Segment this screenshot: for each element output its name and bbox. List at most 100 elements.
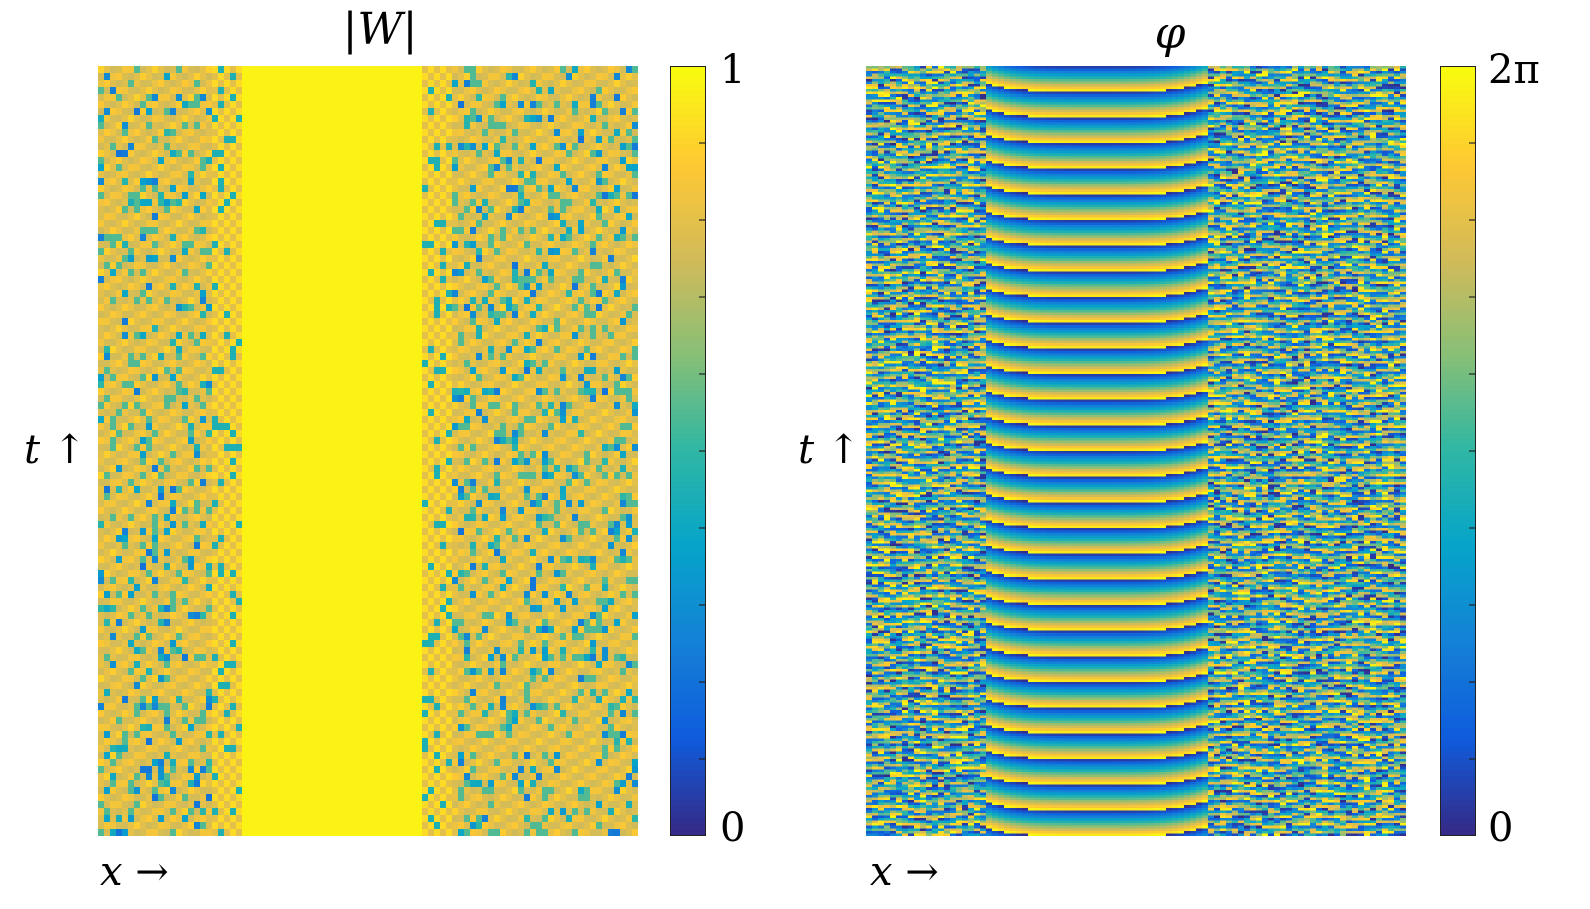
heatmap-cell xyxy=(182,374,189,382)
heatmap-cell xyxy=(488,332,495,340)
heatmap-cell xyxy=(320,262,327,270)
heatmap-cell xyxy=(620,269,627,277)
heatmap-cell xyxy=(404,157,411,165)
heatmap-cell xyxy=(362,423,369,431)
heatmap-cell xyxy=(416,444,423,452)
heatmap-cell xyxy=(344,269,351,277)
heatmap-cell xyxy=(566,73,573,81)
heatmap-cell xyxy=(302,395,309,403)
heatmap-cell xyxy=(404,444,411,452)
heatmap-cell xyxy=(344,332,351,340)
heatmap-cell xyxy=(182,402,189,410)
heatmap-cell xyxy=(278,262,285,270)
heatmap-cell xyxy=(548,262,555,270)
heatmap-cell xyxy=(146,122,153,130)
heatmap-cell xyxy=(446,87,453,95)
heatmap-cell xyxy=(302,248,309,256)
heatmap-cell xyxy=(614,227,621,235)
heatmap-cell xyxy=(398,220,405,228)
heatmap-cell xyxy=(368,451,375,459)
heatmap-cell xyxy=(440,402,447,410)
heatmap-cell xyxy=(434,353,441,361)
heatmap-cell xyxy=(320,94,327,102)
heatmap-cell xyxy=(536,290,543,298)
heatmap-cell xyxy=(284,115,291,123)
heatmap-cell xyxy=(506,276,513,284)
heatmap-cell xyxy=(158,353,165,361)
heatmap-cell xyxy=(590,164,597,172)
heatmap-cell xyxy=(554,409,561,417)
heatmap-cell xyxy=(314,185,321,193)
heatmap-cell xyxy=(620,423,627,431)
heatmap-cell xyxy=(350,66,357,74)
heatmap-cell xyxy=(272,87,279,95)
heatmap-cell xyxy=(548,332,555,340)
heatmap-cell xyxy=(548,150,555,158)
heatmap-cell xyxy=(362,332,369,340)
heatmap-cell xyxy=(512,136,519,144)
heatmap-cell xyxy=(146,129,153,137)
heatmap-cell xyxy=(182,234,189,242)
heatmap-cell xyxy=(542,101,549,109)
heatmap-cell xyxy=(584,437,591,445)
heatmap-cell xyxy=(302,451,309,459)
heatmap-cell xyxy=(218,388,225,396)
heatmap-cell xyxy=(308,192,315,200)
heatmap-cell xyxy=(380,381,387,389)
heatmap-cell xyxy=(200,199,207,207)
heatmap-cell xyxy=(320,297,327,305)
heatmap-cell xyxy=(566,402,573,410)
heatmap-cell xyxy=(248,108,255,116)
heatmap-cell xyxy=(512,318,519,326)
heatmap-cell xyxy=(230,122,237,130)
heatmap-cell xyxy=(242,108,249,116)
heatmap-cell xyxy=(386,108,393,116)
heatmap-cell xyxy=(572,220,579,228)
heatmap-cell xyxy=(110,360,117,368)
heatmap-cell xyxy=(386,276,393,284)
heatmap-cell xyxy=(104,164,111,172)
heatmap-cell xyxy=(338,108,345,116)
heatmap-cell xyxy=(416,283,423,291)
heatmap-cell xyxy=(116,360,123,368)
heatmap-cell xyxy=(374,416,381,424)
heatmap-cell xyxy=(278,416,285,424)
heatmap-cell xyxy=(332,430,339,438)
heatmap-cell xyxy=(500,129,507,137)
heatmap-cell xyxy=(110,227,117,235)
heatmap-cell xyxy=(542,332,549,340)
heatmap-cell xyxy=(176,101,183,109)
heatmap-cell xyxy=(608,192,615,200)
heatmap-cell xyxy=(620,395,627,403)
heatmap-cell xyxy=(194,185,201,193)
heatmap-cell xyxy=(350,157,357,165)
heatmap-cell xyxy=(290,122,297,130)
heatmap-cell xyxy=(548,143,555,151)
heatmap-cell xyxy=(386,430,393,438)
heatmap-cell xyxy=(110,283,117,291)
heatmap-cell xyxy=(446,430,453,438)
heatmap-cell xyxy=(314,192,321,200)
heatmap-cell xyxy=(116,171,123,179)
heatmap-cell xyxy=(290,255,297,263)
heatmap-cell xyxy=(446,269,453,277)
heatmap-cell xyxy=(632,374,638,382)
heatmap-cell xyxy=(290,87,297,95)
heatmap-cell xyxy=(320,388,327,396)
heatmap-cell xyxy=(302,269,309,277)
heatmap-cell xyxy=(266,409,273,417)
heatmap-cell xyxy=(164,136,171,144)
heatmap-cell xyxy=(164,318,171,326)
heatmap-cell xyxy=(434,192,441,200)
heatmap-cell xyxy=(224,395,231,403)
heatmap-cell xyxy=(326,94,333,102)
heatmap-cell xyxy=(272,339,279,347)
heatmap-cell xyxy=(524,171,531,179)
heatmap-cell xyxy=(566,262,573,270)
heatmap-cell xyxy=(338,115,345,123)
heatmap-cell xyxy=(182,94,189,102)
heatmap-cell xyxy=(398,311,405,319)
heatmap-cell xyxy=(374,73,381,81)
heatmap-cell xyxy=(308,325,315,333)
heatmap-cell xyxy=(98,374,105,382)
